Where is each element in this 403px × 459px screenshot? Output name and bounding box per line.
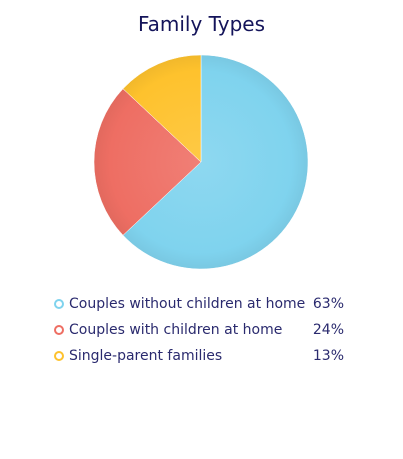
legend-item[interactable]: Single-parent families 13% <box>54 345 354 371</box>
legend-item[interactable]: Couples with children at home 24% <box>54 319 354 345</box>
legend-marker-icon <box>54 325 64 335</box>
legend-label: Couples with children at home <box>69 322 283 338</box>
legend-value: 13% <box>312 348 344 364</box>
legend-marker-icon <box>54 351 64 361</box>
pie-chart <box>93 54 309 270</box>
legend: Couples without children at home 63% Cou… <box>54 293 354 371</box>
legend-item[interactable]: Couples without children at home 63% <box>54 293 354 319</box>
legend-label: Couples without children at home <box>69 296 306 312</box>
pie-slice-3[interactable] <box>122 54 202 163</box>
legend-value: 24% <box>312 322 344 338</box>
legend-label: Single-parent families <box>69 348 223 364</box>
chart-title: Family Types <box>137 12 266 36</box>
legend-marker-icon <box>54 299 64 309</box>
pie-slice-2[interactable] <box>93 88 202 236</box>
pie-slice-1[interactable] <box>122 54 309 270</box>
legend-value: 63% <box>312 296 344 312</box>
